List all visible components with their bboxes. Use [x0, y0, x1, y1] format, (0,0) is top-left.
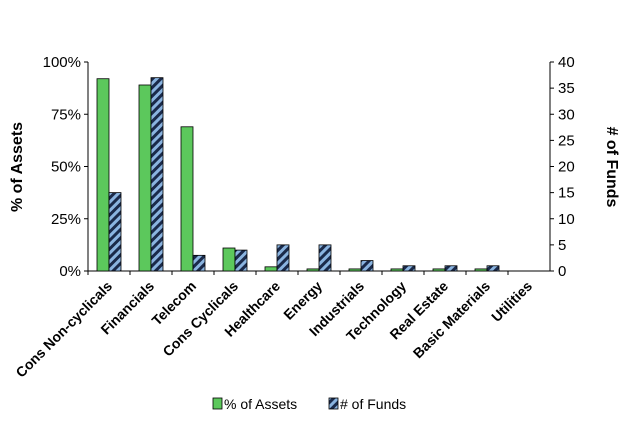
axes: 0% 25% 50% 75% 100% 0 5 10 15 20 25 30 35 40 — [43, 54, 575, 280]
bar-assets — [390, 268, 404, 272]
labels: Cons Non-cyclicalsFinancialsTelecomCons … — [12, 278, 535, 381]
bar-funds — [444, 265, 458, 272]
y-tick-label: 25% — [51, 211, 81, 228]
y2-tick-label: 20 — [558, 159, 575, 176]
bar-funds — [192, 254, 206, 272]
legend-swatch-funds — [328, 397, 339, 410]
bar-assets — [264, 266, 278, 272]
y2-tick-label: 25 — [558, 132, 575, 149]
bar-funds — [150, 77, 164, 272]
y2-tick-label: 10 — [558, 211, 575, 228]
category-label: Basic Materials — [410, 278, 494, 362]
legend: % of Assets # of Funds — [212, 396, 406, 412]
legend-label-funds: # of Funds — [340, 396, 406, 412]
legend-swatch-assets — [212, 397, 223, 410]
y-tick-label: 75% — [51, 106, 81, 123]
y2-tick-label: 0 — [558, 263, 566, 280]
bar-assets — [138, 84, 152, 272]
bar-funds — [234, 249, 248, 272]
y2-axis-title: # of Funds — [603, 127, 620, 208]
legend-label-assets: % of Assets — [224, 396, 297, 412]
category-label: Cons Cyclicals — [159, 278, 241, 360]
bar-funds — [318, 244, 332, 272]
y2-tick-label: 15 — [558, 185, 575, 202]
bar-assets — [180, 126, 194, 272]
bar-assets — [306, 268, 320, 272]
y-tick-label: 0% — [59, 263, 81, 280]
y2-tick-label: 35 — [558, 80, 575, 97]
bar-funds — [360, 260, 374, 272]
bar-assets — [348, 268, 362, 272]
bar-assets — [222, 247, 236, 272]
y-tick-label: 50% — [51, 159, 81, 176]
y-tick-label: 100% — [43, 54, 81, 71]
category-label: Utilities — [488, 278, 535, 325]
bar-funds — [486, 265, 500, 272]
bars — [96, 77, 500, 272]
y-axis-title: % of Assets — [9, 122, 26, 212]
y2-tick-label: 30 — [558, 106, 575, 123]
bar-funds — [402, 265, 416, 272]
bar-assets — [432, 268, 446, 272]
y2-tick-label: 5 — [558, 237, 566, 254]
bar-assets — [474, 268, 488, 272]
bar-assets — [96, 78, 110, 272]
y2-tick-label: 40 — [558, 54, 575, 71]
bar-funds — [108, 192, 122, 272]
bar-funds — [276, 244, 290, 272]
